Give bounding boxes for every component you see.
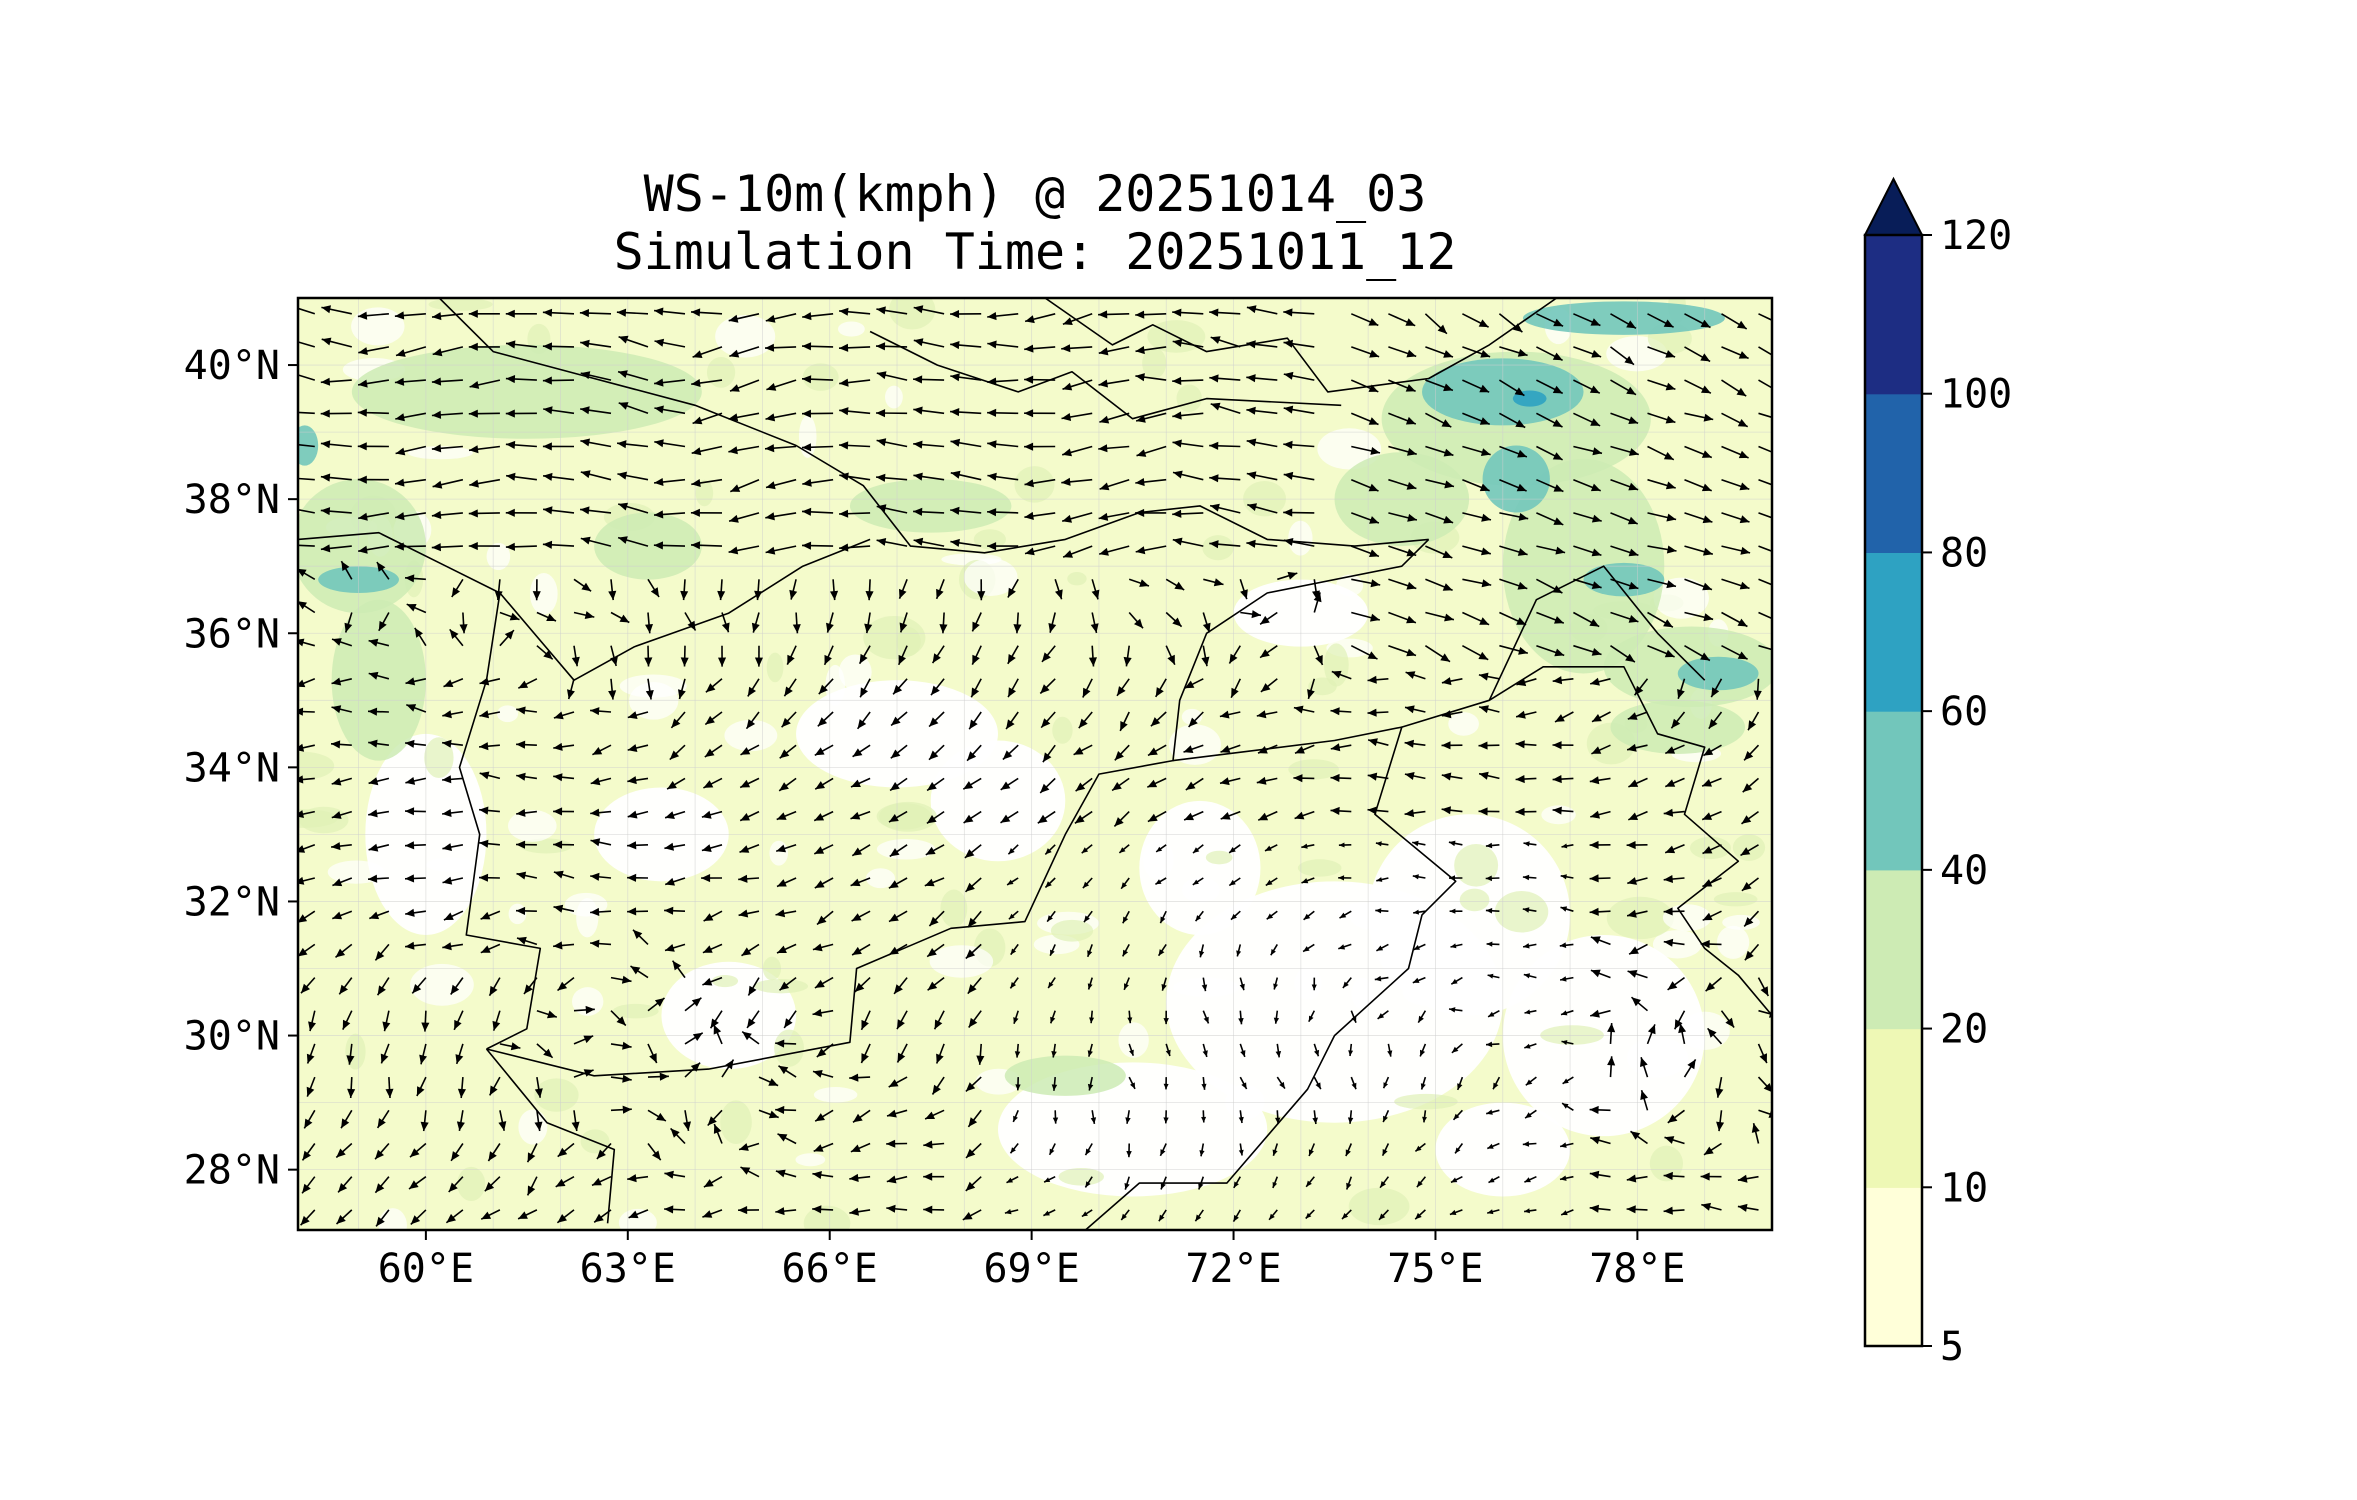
colorbar-tick-label: 100: [1940, 372, 2012, 418]
lat-tick-label: 32°N: [184, 879, 280, 925]
lon-tick-label: 63°E: [580, 1246, 676, 1292]
lat-tick-label: 34°N: [184, 745, 280, 791]
colorbar-tick-label: 120: [1940, 213, 2012, 259]
map-plot-area: [298, 298, 1772, 1230]
lon-tick-label: 66°E: [782, 1246, 878, 1292]
colorbar-tick-label: 80: [1940, 530, 1988, 576]
lon-tick-label: 75°E: [1387, 1246, 1483, 1292]
lon-tick-label: 72°E: [1185, 1246, 1281, 1292]
title-line-1: WS-10m(kmph) @ 20251014_03: [643, 165, 1427, 223]
colorbar-segment: [1865, 1187, 1922, 1347]
map-frame: [296, 296, 1774, 1232]
lat-tick-label: 30°N: [184, 1014, 280, 1060]
colorbar-segment: [1865, 1028, 1922, 1188]
colorbar-extend-arrow: [1863, 176, 1924, 236]
colorbar-segment: [1865, 869, 1922, 1030]
colorbar-segment: [1865, 393, 1922, 553]
lon-tick-label: 60°E: [378, 1246, 474, 1292]
colorbar: 5 10 20 40 60 80 100 120: [1863, 176, 2012, 1370]
map-title: WS-10m(kmph) @ 20251014_03 Simulation Ti…: [298, 165, 1772, 281]
title-line-2: Simulation Time: 20251011_12: [613, 223, 1457, 281]
colorbar-tick-label: 5: [1940, 1324, 1964, 1370]
colorbar-segment: [1865, 711, 1922, 871]
colorbar-tick-label: 40: [1940, 848, 1988, 894]
colorbar-tick-label: 10: [1940, 1165, 1988, 1211]
lon-tick-label: 69°E: [983, 1246, 1079, 1292]
map-axis-ticks: 60°E 63°E 66°E 69°E 72°E 75°E 78°E 40°N 38°N 36°N…: [184, 343, 1686, 1292]
colorbar-tick-label: 20: [1940, 1007, 1988, 1053]
map-gridlines: [298, 298, 1772, 1230]
lat-tick-label: 28°N: [184, 1148, 280, 1194]
lon-tick-label: 78°E: [1589, 1246, 1685, 1292]
colorbar-segment: [1865, 552, 1922, 712]
lat-tick-label: 36°N: [184, 611, 280, 657]
lat-tick-label: 40°N: [184, 343, 280, 389]
colorbar-tick-label: 60: [1940, 689, 1988, 735]
wind-vectors: [298, 305, 1772, 1227]
lat-tick-label: 38°N: [184, 477, 280, 523]
colorbar-segment: [1865, 235, 1922, 395]
